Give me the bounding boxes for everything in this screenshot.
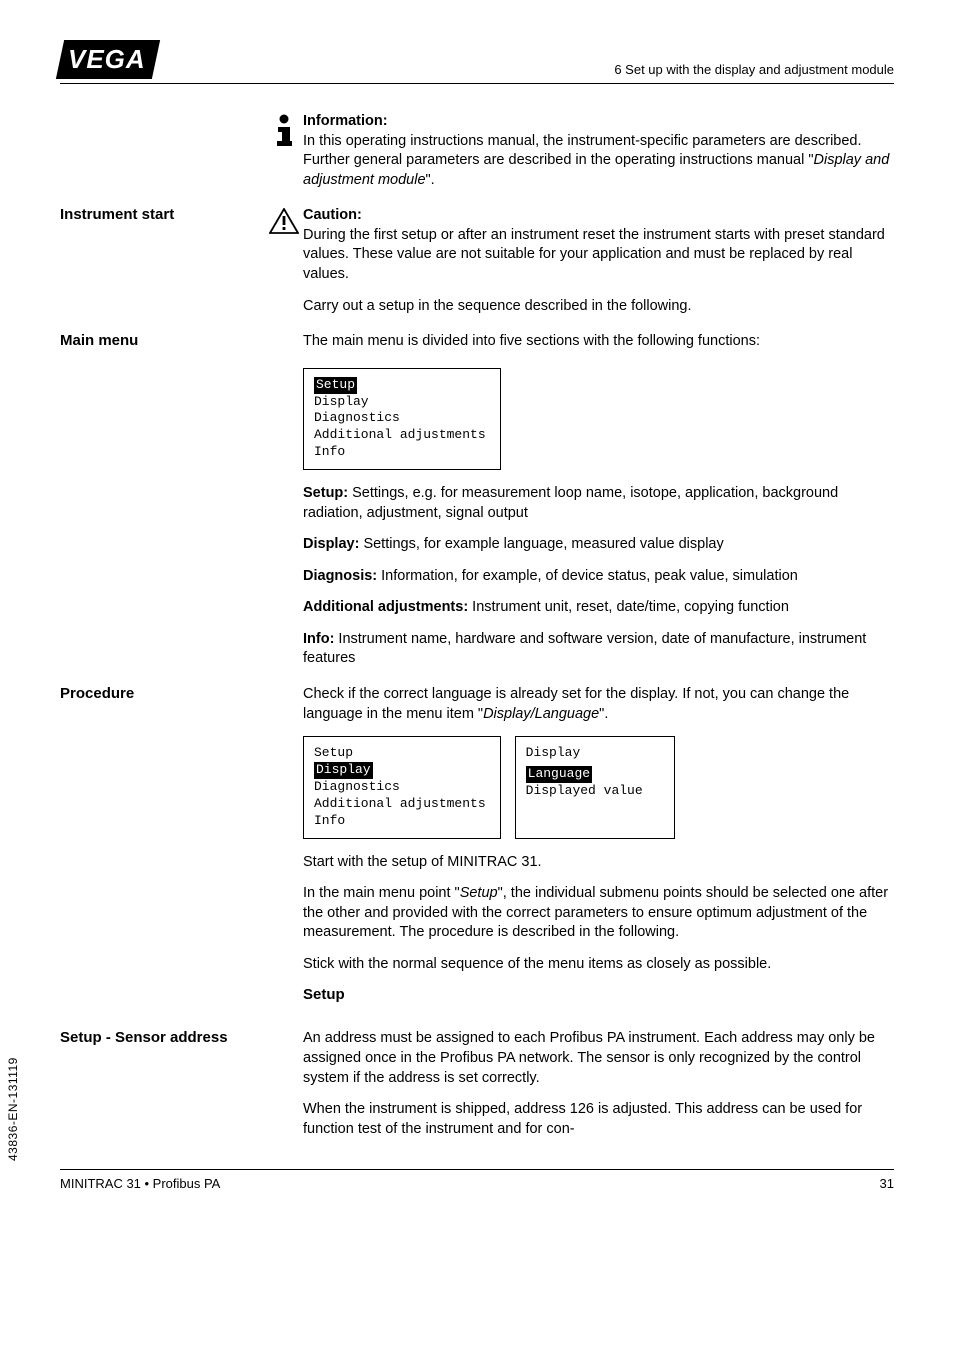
logo-text: VEGA xyxy=(56,40,160,79)
side-main-menu: Main menu xyxy=(60,332,251,349)
mm-addl-b: Additional adjustments: xyxy=(303,599,468,615)
page-header: VEGA 6 Set up with the display and adjus… xyxy=(60,40,894,84)
info-block: Information: In this operating instructi… xyxy=(60,112,894,190)
sensor-address-block: Setup - Sensor address An address must b… xyxy=(60,1029,894,1139)
lcd-procedure-right: Display Language Displayed value xyxy=(515,736,675,838)
proc-p3a: In the main menu point " xyxy=(303,885,460,901)
header-section-label: 6 Set up with the display and adjustment… xyxy=(614,62,894,79)
mm-info-t: Instrument name, hardware and software v… xyxy=(303,631,866,667)
info-body-tail: ". xyxy=(426,172,435,188)
logo: VEGA xyxy=(60,40,156,79)
lcd-line: Display xyxy=(314,394,486,411)
lcd-line: Setup xyxy=(314,377,357,394)
main-menu-intro: The main menu is divided into five secti… xyxy=(303,332,894,352)
lcd-line: Info xyxy=(314,813,486,830)
lcd-procedure-left: Setup Display Diagnostics Additional adj… xyxy=(303,736,501,838)
side-instrument-start: Instrument start xyxy=(60,206,251,223)
lcd-line: Diagnostics xyxy=(314,410,486,427)
mm-display-t: Settings, for example language, measured… xyxy=(359,536,723,552)
instrument-start-block: Instrument start Caution: During the fir… xyxy=(60,206,894,316)
caution-body-2: Carry out a setup in the sequence descri… xyxy=(303,297,894,317)
lcd-line: Displayed value xyxy=(526,783,660,800)
info-heading: Information: xyxy=(303,113,388,129)
side-procedure: Procedure xyxy=(60,685,251,702)
proc-p4: Stick with the normal sequence of the me… xyxy=(303,955,894,975)
lcd-line: Language xyxy=(526,766,592,783)
info-body: In this operating instructions manual, t… xyxy=(303,133,862,169)
mm-diag-t: Information, for example, of device stat… xyxy=(377,568,798,584)
lcd-main-menu: Setup Display Diagnostics Additional adj… xyxy=(303,368,501,470)
proc-p3i: Setup xyxy=(460,885,498,901)
sensor-addr-p1: An address must be assigned to each Prof… xyxy=(303,1029,894,1088)
lcd-line: Display xyxy=(314,762,373,779)
footer-page-number: 31 xyxy=(880,1176,894,1191)
mm-addl-t: Instrument unit, reset, date/time, copyi… xyxy=(468,599,789,615)
lcd-line: Additional adjustments xyxy=(314,796,486,813)
lcd-line: Additional adjustments xyxy=(314,427,486,444)
procedure-block: Procedure Check if the correct language … xyxy=(60,685,894,1013)
lcd-line: Setup xyxy=(314,745,486,762)
lcd-line: Display xyxy=(526,745,660,762)
footer-left: MINITRAC 31 • Profibus PA xyxy=(60,1176,220,1191)
mm-setup-t: Settings, e.g. for measurement loop name… xyxy=(303,485,838,521)
page-footer: MINITRAC 31 • Profibus PA 31 xyxy=(60,1169,894,1191)
mm-display-b: Display: xyxy=(303,536,359,552)
mm-setup-b: Setup: xyxy=(303,485,348,501)
lcd-line: Info xyxy=(314,444,486,461)
mm-info-b: Info: xyxy=(303,631,334,647)
proc-p2: Start with the setup of MINITRAC 31. xyxy=(303,853,894,873)
main-menu-block: Main menu The main menu is divided into … xyxy=(60,332,894,669)
sensor-addr-p2: When the instrument is shipped, address … xyxy=(303,1100,894,1139)
caution-body: During the first setup or after an instr… xyxy=(303,227,885,282)
caution-heading: Caution: xyxy=(303,207,362,223)
setup-subheading: Setup xyxy=(303,986,894,1003)
side-sensor-address: Setup - Sensor address xyxy=(60,1029,251,1046)
proc-p1b: ". xyxy=(599,706,608,722)
mm-diag-b: Diagnosis: xyxy=(303,568,377,584)
proc-p1i: Display/Language xyxy=(483,706,599,722)
side-document-code: 43836-EN-131119 xyxy=(6,1057,20,1161)
lcd-line: Diagnostics xyxy=(314,779,486,796)
info-icon xyxy=(272,114,296,190)
warning-icon xyxy=(269,208,299,316)
